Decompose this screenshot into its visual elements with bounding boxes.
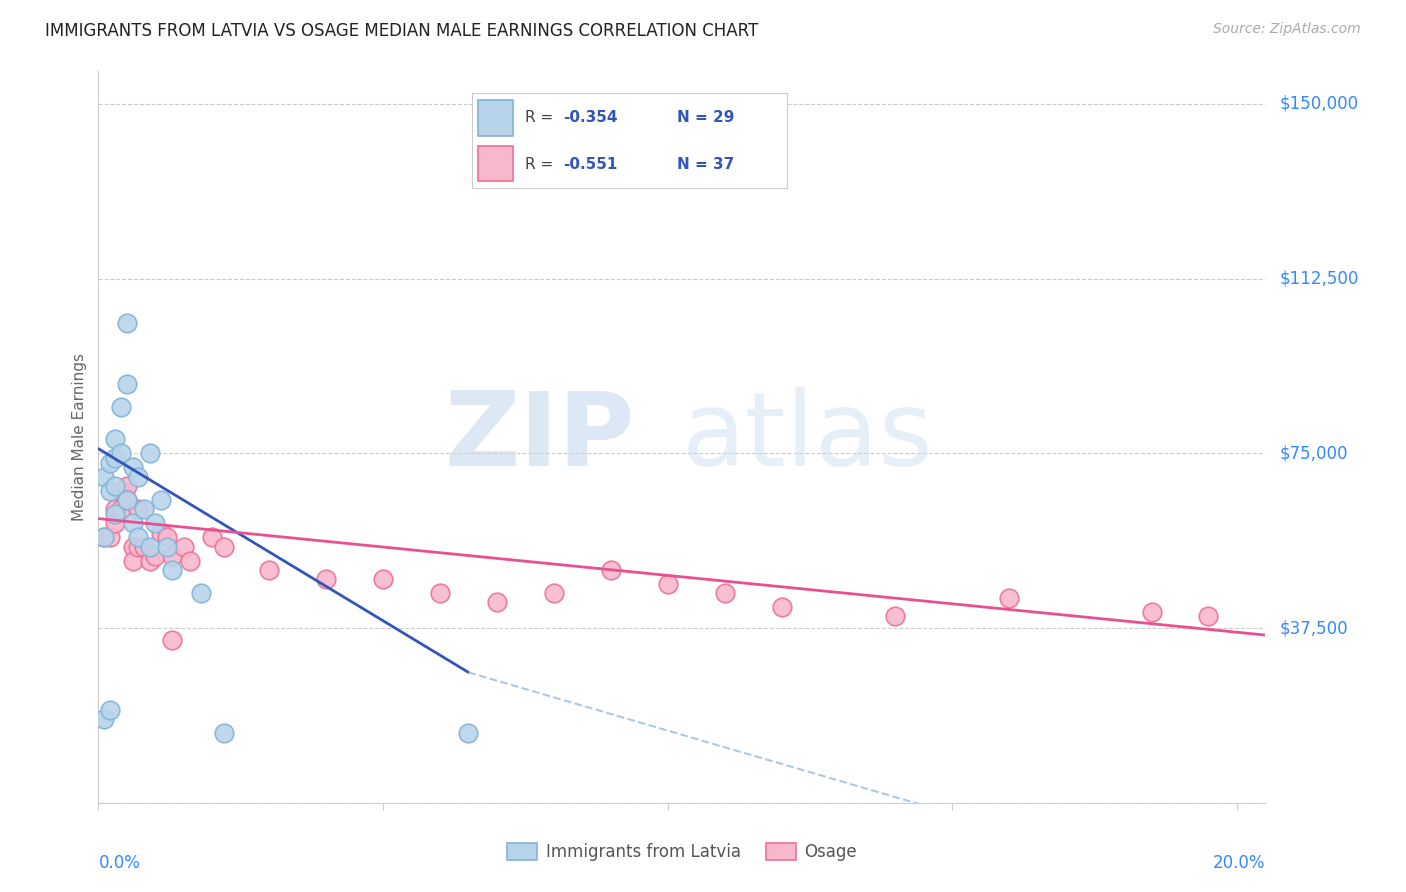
Text: 20.0%: 20.0% <box>1213 854 1265 872</box>
Point <box>212 726 235 740</box>
Point <box>543 586 565 600</box>
Point <box>121 540 143 554</box>
Point <box>127 469 149 483</box>
Point <box>315 572 337 586</box>
Point <box>132 502 155 516</box>
Point <box>98 530 121 544</box>
Point <box>98 483 121 498</box>
Point <box>1140 605 1163 619</box>
Point <box>998 591 1021 605</box>
Point <box>104 516 127 531</box>
Legend: Immigrants from Latvia, Osage: Immigrants from Latvia, Osage <box>501 836 863 868</box>
Point <box>104 451 127 466</box>
Text: atlas: atlas <box>682 386 934 488</box>
Point <box>127 502 149 516</box>
Point <box>93 469 115 483</box>
Point <box>98 703 121 717</box>
Point <box>1198 609 1220 624</box>
Point <box>371 572 394 586</box>
Point <box>110 446 132 460</box>
Point <box>115 493 138 508</box>
Point <box>121 460 143 475</box>
Text: $150,000: $150,000 <box>1279 95 1358 113</box>
Point <box>138 553 160 567</box>
Point <box>93 530 115 544</box>
Point <box>884 609 907 624</box>
Point <box>127 530 149 544</box>
Point <box>713 586 735 600</box>
Point <box>201 530 224 544</box>
Point <box>179 553 201 567</box>
Point <box>156 530 179 544</box>
Text: Source: ZipAtlas.com: Source: ZipAtlas.com <box>1213 22 1361 37</box>
Point <box>115 493 138 508</box>
Point <box>212 540 235 554</box>
Point <box>93 530 115 544</box>
Point <box>143 516 166 531</box>
Point <box>457 726 479 740</box>
Point <box>173 540 195 554</box>
Point <box>156 540 179 554</box>
Point <box>770 600 793 615</box>
Point <box>138 446 160 460</box>
Point <box>657 577 679 591</box>
Text: $112,500: $112,500 <box>1279 269 1358 288</box>
Point <box>121 516 143 531</box>
Point <box>121 553 143 567</box>
Point <box>104 479 127 493</box>
Text: IMMIGRANTS FROM LATVIA VS OSAGE MEDIAN MALE EARNINGS CORRELATION CHART: IMMIGRANTS FROM LATVIA VS OSAGE MEDIAN M… <box>45 22 758 40</box>
Text: $75,000: $75,000 <box>1279 444 1348 462</box>
Point <box>115 316 138 330</box>
Text: 0.0%: 0.0% <box>98 854 141 872</box>
Point <box>150 525 173 540</box>
Point <box>429 586 451 600</box>
Point <box>104 502 127 516</box>
Point <box>485 595 508 609</box>
Point <box>115 479 138 493</box>
Point <box>150 493 173 508</box>
Point <box>162 563 184 577</box>
Point <box>138 540 160 554</box>
Point <box>110 400 132 414</box>
Point <box>190 586 212 600</box>
Y-axis label: Median Male Earnings: Median Male Earnings <box>72 353 87 521</box>
Point <box>115 376 138 391</box>
Point <box>93 712 115 726</box>
Point <box>162 549 184 563</box>
Text: $37,500: $37,500 <box>1279 619 1348 637</box>
Point <box>143 549 166 563</box>
Point <box>132 540 155 554</box>
Point <box>599 563 621 577</box>
Point <box>257 563 280 577</box>
Point <box>104 507 127 521</box>
Point <box>104 433 127 447</box>
Point <box>127 540 149 554</box>
Point <box>110 483 132 498</box>
Point <box>98 456 121 470</box>
Point <box>162 632 184 647</box>
Text: ZIP: ZIP <box>444 386 636 488</box>
Point <box>110 502 132 516</box>
